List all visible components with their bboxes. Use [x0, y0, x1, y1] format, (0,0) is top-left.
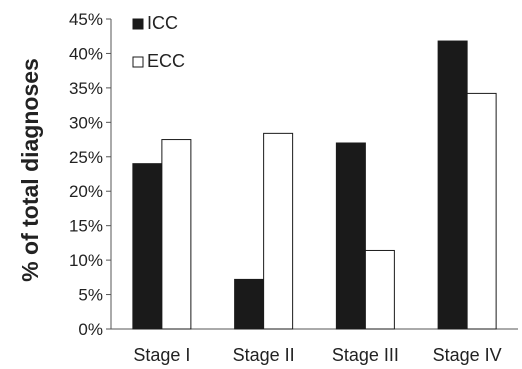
bars [132, 40, 497, 330]
y-tick-label: 40% [69, 44, 103, 63]
legend-label-ecc: ECC [147, 51, 185, 71]
y-tick-label: 0% [78, 320, 103, 339]
bar-icc-stage-iii [335, 142, 366, 330]
legend-swatch-ecc [132, 56, 144, 68]
y-tick-label: 25% [69, 148, 103, 167]
y-ticks: 0% 5% 10% 15% 20% 25% 30% 35% 40% 45% [69, 10, 111, 339]
legend: ICC ECC [132, 13, 185, 71]
legend-label-icc: ICC [147, 13, 178, 33]
x-tick-label: Stage IV [433, 345, 502, 365]
bar-ecc-stage-i [161, 139, 192, 330]
bar-icc-stage-i [132, 163, 163, 330]
y-tick-label: 10% [69, 251, 103, 270]
bar-icc-stage-iv [437, 40, 468, 330]
bar-ecc-stage-ii [263, 132, 294, 330]
bar-ecc-stage-iv [466, 92, 497, 330]
x-tick-labels: Stage I Stage II Stage III Stage IV [133, 345, 501, 365]
x-tick-label: Stage III [332, 345, 399, 365]
legend-swatch-icc [132, 18, 144, 30]
y-tick-label: 45% [69, 10, 103, 29]
y-tick-label: 15% [69, 217, 103, 236]
y-tick-label: 20% [69, 182, 103, 201]
y-axis-label: % of total diagnoses [17, 58, 43, 282]
y-tick-label: 30% [69, 113, 103, 132]
x-tick-label: Stage I [133, 345, 190, 365]
y-tick-label: 5% [78, 286, 103, 305]
bar-ecc-stage-iii [364, 249, 395, 330]
bar-icc-stage-ii [234, 278, 265, 330]
y-tick-label: 35% [69, 79, 103, 98]
x-tick-label: Stage II [233, 345, 295, 365]
